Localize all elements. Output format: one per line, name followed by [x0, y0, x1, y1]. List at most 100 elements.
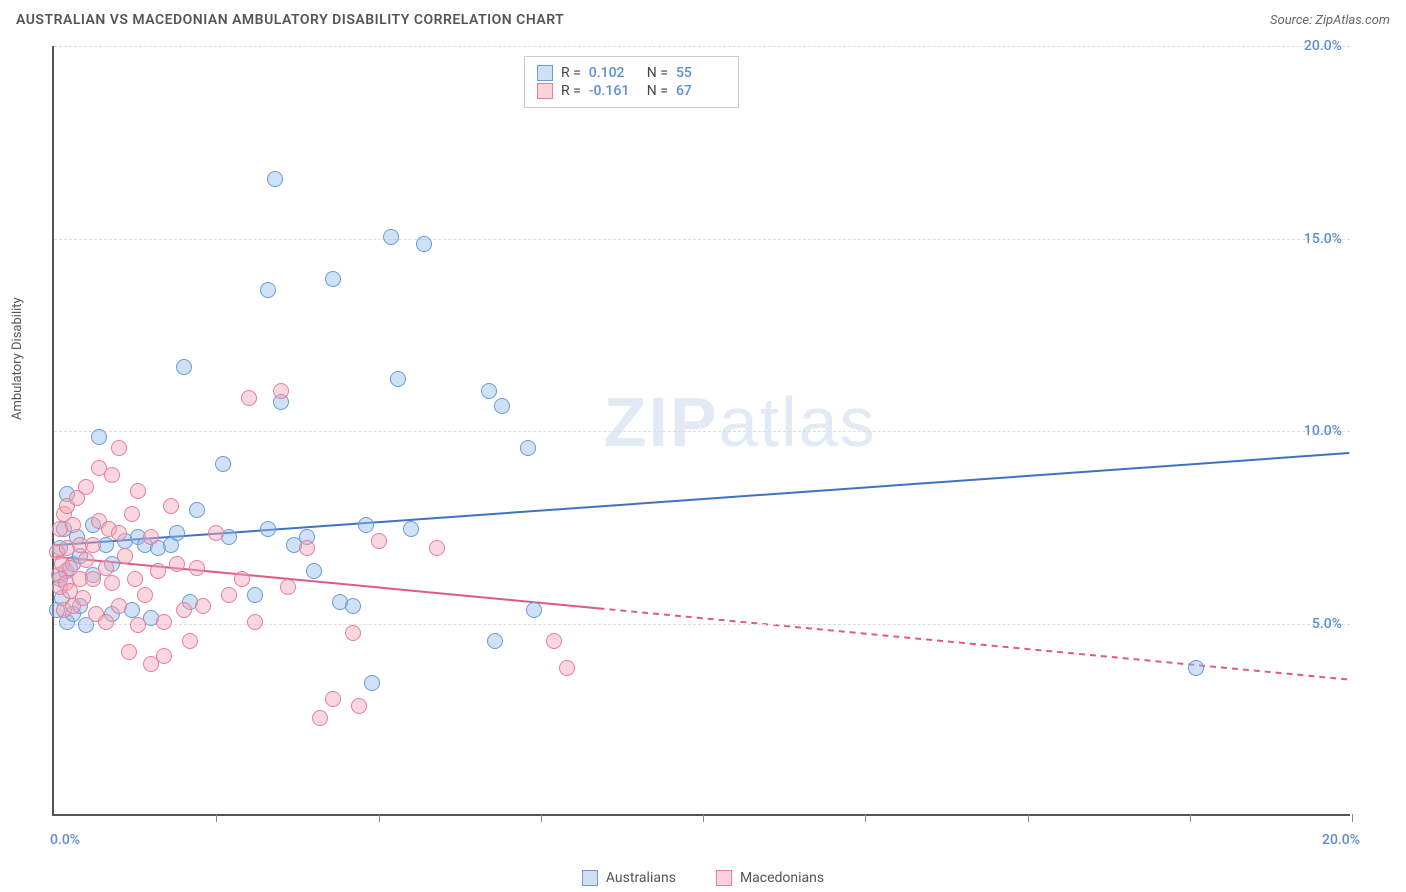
data-point — [247, 614, 263, 630]
data-point — [111, 598, 127, 614]
x-tick-mark — [865, 814, 866, 822]
data-point — [117, 548, 133, 564]
legend-label: Australians — [606, 870, 676, 886]
x-tick-mark — [541, 814, 542, 822]
data-point — [481, 383, 497, 399]
data-point — [78, 552, 94, 568]
data-point — [156, 614, 172, 630]
data-point — [247, 587, 263, 603]
data-point — [111, 440, 127, 456]
data-point — [104, 467, 120, 483]
data-point — [487, 633, 503, 649]
legend-n-label: N = — [647, 83, 668, 99]
data-point — [176, 359, 192, 375]
watermark: ZIPatlas — [604, 382, 877, 462]
data-point — [104, 575, 120, 591]
data-point — [403, 521, 419, 537]
y-tick-label: 20.0% — [1304, 38, 1342, 54]
legend-r-label: R = — [561, 65, 581, 81]
legend-item: Australians — [582, 870, 676, 886]
data-point — [241, 390, 257, 406]
data-point — [85, 571, 101, 587]
data-point — [1188, 660, 1204, 676]
x-tick-mark — [1028, 814, 1029, 822]
legend-swatch — [537, 83, 553, 99]
legend-n-value: 55 — [676, 65, 726, 81]
data-point — [494, 398, 510, 414]
data-point — [127, 571, 143, 587]
y-tick-label: 15.0% — [1304, 231, 1342, 247]
data-point — [416, 236, 432, 252]
data-point — [325, 691, 341, 707]
data-point — [546, 633, 562, 649]
legend-row: R = -0.161 N = 67 — [537, 83, 726, 99]
data-point — [345, 625, 361, 641]
data-point — [299, 540, 315, 556]
data-point — [182, 633, 198, 649]
gridline — [54, 46, 1350, 47]
data-point — [429, 540, 445, 556]
legend-swatch — [582, 870, 598, 886]
data-point — [306, 563, 322, 579]
legend-swatch — [716, 870, 732, 886]
legend-n-value: 67 — [676, 83, 726, 99]
data-point — [383, 229, 399, 245]
data-point — [189, 560, 205, 576]
legend-swatch — [537, 65, 553, 81]
legend-item: Macedonians — [716, 870, 824, 886]
x-tick-mark — [1190, 814, 1191, 822]
x-tick-mark — [703, 814, 704, 822]
x-tick-label: 20.0% — [1322, 832, 1360, 848]
scatter-chart: ZIPatlas R =0.102N =55R =-0.161N =67 20.… — [52, 46, 1350, 816]
data-point — [85, 537, 101, 553]
data-point — [124, 506, 140, 522]
x-tick-mark — [1352, 814, 1353, 822]
data-point — [163, 498, 179, 514]
data-point — [221, 587, 237, 603]
legend-r-value: -0.161 — [589, 83, 639, 99]
data-point — [143, 529, 159, 545]
y-axis-label: Ambulatory Disability — [10, 297, 25, 420]
gridline — [54, 239, 1350, 240]
data-point — [121, 644, 137, 660]
data-point — [98, 614, 114, 630]
y-tick-label: 5.0% — [1312, 616, 1342, 632]
data-point — [176, 602, 192, 618]
data-point — [358, 517, 374, 533]
legend-row: R = 0.102 N = 55 — [537, 65, 726, 81]
data-point — [189, 502, 205, 518]
data-point — [111, 525, 127, 541]
regression-lines — [54, 46, 1350, 814]
data-point — [215, 456, 231, 472]
data-point — [169, 556, 185, 572]
data-point — [390, 371, 406, 387]
x-tick-label: 0.0% — [50, 832, 80, 848]
data-point — [312, 710, 328, 726]
data-point — [65, 517, 81, 533]
data-point — [195, 598, 211, 614]
data-point — [208, 525, 224, 541]
regression-line — [55, 453, 1350, 545]
data-point — [260, 521, 276, 537]
data-point — [137, 587, 153, 603]
legend-n-label: N = — [647, 65, 668, 81]
data-point — [345, 598, 361, 614]
data-point — [130, 483, 146, 499]
legend-r-label: R = — [561, 83, 581, 99]
legend-r-value: 0.102 — [589, 65, 639, 81]
gridline — [54, 431, 1350, 432]
data-point — [156, 648, 172, 664]
series-legend: Australians Macedonians — [0, 870, 1406, 886]
data-point — [75, 590, 91, 606]
data-point — [364, 675, 380, 691]
legend-label: Macedonians — [740, 870, 824, 886]
data-point — [371, 533, 387, 549]
data-point — [280, 579, 296, 595]
correlation-legend: R = 0.102 N = 55 R = -0.161 N = 67 — [524, 56, 739, 108]
data-point — [273, 383, 289, 399]
x-tick-mark — [379, 814, 380, 822]
data-point — [260, 282, 276, 298]
data-point — [325, 271, 341, 287]
data-point — [351, 698, 367, 714]
x-tick-mark — [216, 814, 217, 822]
